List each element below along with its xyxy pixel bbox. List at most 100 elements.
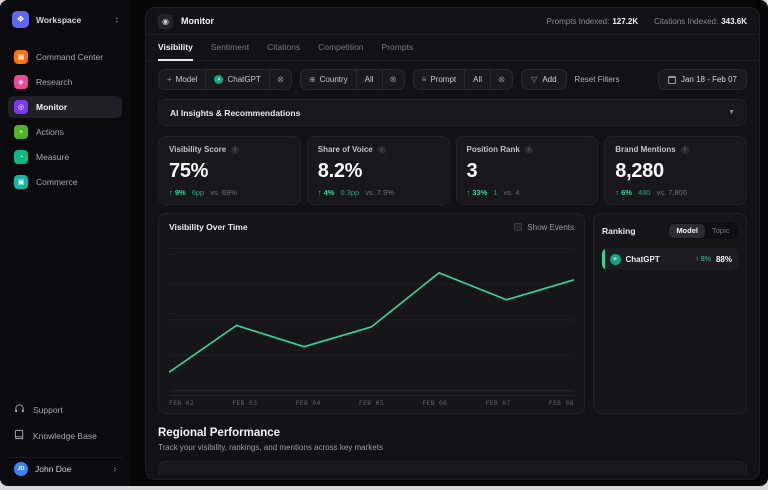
sidebar-item-command-center[interactable]: ▦ Command Center: [8, 46, 122, 68]
sidebar-item-commerce[interactable]: ▣ Commerce: [8, 171, 122, 193]
workspace-label: Workspace: [36, 14, 82, 25]
chevron-updown-icon: ▴ ▾: [113, 464, 116, 473]
sidebar-item-label: Measure: [36, 152, 70, 162]
metric-head: Share of Voice i: [318, 145, 439, 154]
workspace-icon: ❖: [12, 11, 29, 28]
country-filter-value[interactable]: All: [357, 70, 383, 89]
tab-visibility[interactable]: Visibility: [158, 35, 193, 61]
main-panel: ◉ Monitor Prompts Indexed: 127.2K Citatio…: [145, 7, 760, 480]
charts-row: Visibility Over Time Show Events FEB 02 F…: [158, 213, 747, 414]
model-filter-button[interactable]: + Model: [159, 70, 207, 89]
ranking-rows: ✳ ChatGPT ↑ 8% 88%: [602, 248, 738, 270]
metric-delta: ↑ 4% 0.3pp vs. 7.9%: [318, 188, 439, 197]
ai-insights-title: AI Insights & Recommendations: [170, 107, 301, 118]
sidebar-item-support[interactable]: Support: [8, 397, 122, 423]
chatgpt-icon: ✳: [214, 75, 224, 84]
rank-delta: ↑ 8%: [695, 255, 711, 263]
add-filter-button[interactable]: ▽ Add: [521, 69, 567, 90]
metric-head: Visibility Score i: [169, 145, 290, 154]
delta-absolute: 6pp: [191, 188, 205, 197]
country-filter-button[interactable]: ⊕ Country: [301, 70, 357, 89]
show-events-label: Show Events: [527, 222, 574, 232]
sidebar-item-label: Command Center: [36, 52, 104, 62]
command-center-icon: ▦: [14, 50, 28, 64]
tab-prompts[interactable]: Prompts: [381, 42, 414, 52]
knowledge-base-label: Knowledge Base: [33, 431, 97, 441]
chatgpt-icon: ✳: [609, 253, 621, 265]
reset-filters-button[interactable]: Reset Filters: [574, 75, 620, 84]
user-menu[interactable]: JD John Doe ▴ ▾: [8, 457, 122, 478]
delta-percent: ↑ 9%: [169, 188, 186, 197]
delta-percent: ↑ 33%: [466, 188, 488, 197]
metric-card-position-rank: Position Rank i 3 ↑ 33% 1 vs. 4: [455, 136, 599, 205]
support-label: Support: [33, 405, 63, 415]
citations-indexed-stat: Citations Indexed: 343.6K: [654, 16, 747, 26]
metric-value: 3: [466, 160, 478, 182]
regional-card-edge: [158, 461, 747, 475]
sidebar-item-actions[interactable]: + Actions: [8, 121, 122, 143]
funnel-icon: ▽: [531, 75, 538, 84]
metric-head: Brand Mentions i: [615, 145, 736, 154]
visibility-chart-card: Visibility Over Time Show Events FEB 02 F…: [158, 213, 585, 414]
sidebar-item-measure[interactable]: ◔ Measure: [8, 146, 122, 168]
remove-country-filter-icon[interactable]: ⊗: [389, 74, 397, 84]
metric-card-visibility-score: Visibility Score i 75% ↑ 9% 6pp vs. 69%: [158, 136, 301, 205]
model-filter-value[interactable]: ✳ ChatGPT: [206, 70, 270, 89]
metric-value: 75%: [169, 160, 209, 182]
sidebar: ❖ Workspace ▴ ▾ ▦ Command Center ◈ Research ◎…: [0, 0, 130, 486]
ranking-toggle: Model Topic: [667, 222, 738, 239]
tab-sentiment[interactable]: Sentiment: [210, 42, 250, 52]
delta-versus: vs. 4: [503, 188, 520, 197]
tab-competition[interactable]: Competition: [318, 42, 364, 52]
prompt-filter-pill: ≡ Prompt All ⊗: [412, 69, 514, 90]
ranking-row-chatgpt[interactable]: ✳ ChatGPT ↑ 8% 88%: [602, 248, 738, 270]
filter-bar: + Model ✳ ChatGPT ⊗ ⊕ Country All ⊗ ≡ Prompt…: [146, 61, 759, 90]
research-icon: ◈: [14, 75, 28, 89]
info-icon[interactable]: i: [680, 145, 689, 154]
ai-insights-panel[interactable]: AI Insights & Recommendations ▼: [158, 99, 747, 126]
ranking-toggle-model[interactable]: Model: [669, 223, 705, 238]
sidebar-item-monitor[interactable]: ◎ Monitor: [8, 96, 122, 118]
monitor-icon: ◉: [158, 13, 173, 29]
metric-label: Share of Voice: [317, 145, 373, 154]
calendar-icon: [667, 75, 676, 84]
info-icon[interactable]: i: [377, 145, 386, 154]
tab-citations[interactable]: Citations: [267, 42, 301, 52]
index-stats: Prompts Indexed: 127.2K Citations Indexed…: [547, 17, 747, 26]
chevron-updown-icon: ▴ ▾: [115, 15, 118, 24]
metric-value: 8.2%: [317, 160, 363, 182]
prompt-filter-button[interactable]: ≡ Prompt: [414, 70, 466, 89]
ranking-toggle-topic[interactable]: Topic: [711, 226, 730, 235]
remove-model-filter-icon[interactable]: ⊗: [276, 74, 284, 84]
prompt-filter-value[interactable]: All: [465, 70, 492, 89]
x-tick-label: FEB 03: [232, 400, 258, 407]
metric-card-brand-mentions: Brand Mentions i 8,280 ↑ 6% 480 vs. 7,800: [604, 136, 747, 205]
date-range-button[interactable]: Jan 18 - Feb 07: [657, 69, 747, 90]
rank-value: 88%: [715, 254, 732, 264]
chart-header: Visibility Over Time Show Events: [169, 222, 574, 232]
info-icon[interactable]: i: [524, 145, 533, 154]
user-name: John Doe: [35, 464, 72, 474]
delta-absolute: 1: [493, 188, 498, 197]
avatar: JD: [14, 462, 28, 476]
regional-title: Regional Performance: [158, 427, 281, 439]
sidebar-item-research[interactable]: ◈ Research: [8, 71, 122, 93]
sidebar-spacer: [8, 193, 122, 397]
x-tick-label: FEB 04: [295, 400, 321, 407]
sidebar-item-knowledge-base[interactable]: Knowledge Base: [8, 423, 122, 449]
page-title: Monitor: [181, 16, 214, 26]
metric-label: Position Rank: [466, 145, 520, 154]
metric-head: Position Rank i: [467, 145, 588, 154]
line-chart[interactable]: [168, 238, 575, 395]
x-tick-label: FEB 07: [485, 400, 511, 407]
show-events-checkbox[interactable]: [514, 223, 523, 231]
remove-prompt-filter-icon[interactable]: ⊗: [498, 74, 506, 84]
prompts-indexed-stat: Prompts Indexed: 127.2K: [546, 16, 639, 26]
metric-delta: ↑ 6% 480 vs. 7,800: [615, 188, 736, 197]
workspace-switcher[interactable]: ❖ Workspace ▴ ▾: [8, 9, 122, 30]
actions-icon: +: [14, 125, 28, 139]
info-icon[interactable]: i: [231, 145, 240, 154]
delta-absolute: 480: [637, 188, 651, 197]
sidebar-item-label: Commerce: [36, 177, 78, 187]
metric-card-share-of-voice: Share of Voice i 8.2% ↑ 4% 0.3pp vs. 7.9%: [306, 136, 450, 205]
